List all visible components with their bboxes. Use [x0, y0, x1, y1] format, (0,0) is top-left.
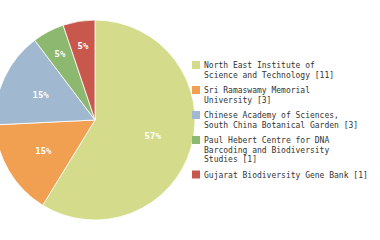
data-label: 15%	[33, 90, 50, 100]
data-labels: 57% 15% 15% 5% 5%	[33, 41, 162, 156]
legend-swatch	[192, 86, 200, 94]
pie-slice	[0, 120, 95, 205]
legend-swatch	[192, 171, 200, 179]
legend-swatch	[192, 61, 200, 69]
data-label: 57%	[145, 131, 162, 141]
legend: North East Institute ofScience and Techn…	[192, 61, 368, 180]
legend-swatch	[192, 136, 200, 144]
legend-item: Paul Hebert Centre for DNABarcoding and …	[192, 136, 329, 164]
legend-label: Paul Hebert Centre for DNABarcoding and …	[204, 136, 329, 164]
legend-item: North East Institute ofScience and Techn…	[192, 61, 334, 80]
legend-label: Chinese Academy of Sciences,South China …	[204, 111, 358, 130]
data-label: 5%	[77, 41, 88, 51]
legend-item: Sri Ramaswamy MemorialUniversity [3]	[192, 86, 310, 105]
legend-label: North East Institute ofScience and Techn…	[204, 61, 334, 80]
pie-slice	[63, 20, 95, 120]
chart: 57% 15% 15% 5% 5% North East Institute ofScie…	[0, 0, 380, 240]
pie	[0, 20, 195, 220]
legend-label: Sri Ramaswamy MemorialUniversity [3]	[204, 86, 310, 105]
data-label: 15%	[35, 146, 52, 156]
legend-item: Chinese Academy of Sciences,South China …	[192, 111, 358, 130]
legend-swatch	[192, 111, 200, 119]
data-label: 5%	[55, 49, 66, 59]
legend-item: Gujarat Biodiversity Gene Bank [1]	[192, 171, 368, 180]
legend-label: Gujarat Biodiversity Gene Bank [1]	[204, 171, 368, 180]
